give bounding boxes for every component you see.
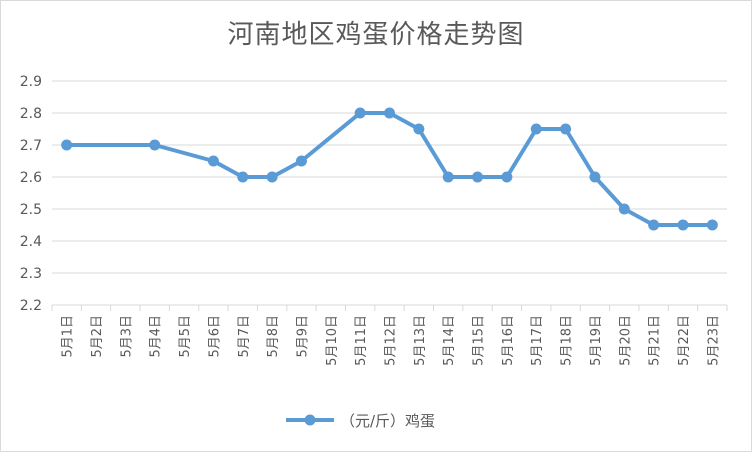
x-tick-label: 5月17日 [530,315,545,366]
data-point [413,123,425,135]
data-point [589,171,601,183]
x-tick-label: 5月20日 [618,315,633,366]
data-point [706,219,718,231]
x-axis: 5月1日 5月2日 5月3日 5月4日 5月5日 5月6日 5月7日 5月8日 5月9日 5月10… [51,305,728,366]
y-tick-label: 2.7 [20,138,42,154]
data-point [648,219,660,231]
y-tick-label: 2.6 [20,170,42,186]
x-tick-label: 5月2日 [90,315,105,358]
series-line [64,111,715,227]
data-point [501,171,513,183]
x-tick-label: 5月3日 [119,315,134,358]
x-tick-label: 5月12日 [384,315,399,366]
chart-title: 河南地区鸡蛋价格走势图 [227,20,525,50]
y-tick-label: 2.8 [20,106,42,122]
legend: （元/斤）鸡蛋 [286,412,435,430]
data-point [354,107,366,119]
x-tick-label: 5月16日 [501,315,516,366]
x-tick-label: 5月4日 [149,315,164,358]
x-tick-label: 5月18日 [560,315,575,366]
x-tick-label: 5月23日 [706,315,721,366]
data-point [677,219,689,231]
data-point [295,155,307,167]
x-tick-label: 5月6日 [207,315,222,358]
data-point [472,171,484,183]
data-point [207,155,219,167]
y-tick-label: 2.5 [20,202,42,218]
y-tick-label: 2.4 [20,234,42,250]
y-tick-label: 2.2 [20,298,42,314]
y-tick-label: 2.3 [20,266,42,282]
data-point [149,139,161,151]
y-tick-label: 2.9 [20,74,42,90]
x-tick-label: 5月13日 [413,315,428,366]
x-tick-label: 5月11日 [354,315,369,366]
x-tick-label: 5月7日 [237,315,252,358]
x-tick-label: 5月15日 [472,315,487,366]
x-tick-label: 5月14日 [442,315,457,366]
legend-marker-swatch [304,414,316,426]
x-tick-label: 5月10日 [325,315,340,366]
x-tick-label: 5月9日 [295,315,310,358]
data-point [530,123,542,135]
data-point [266,171,278,183]
data-point [618,203,630,215]
plot-area [61,107,718,231]
x-tick-label: 5月19日 [589,315,604,366]
x-tick-label: 5月1日 [61,315,76,358]
x-tick-label: 5月5日 [178,315,193,358]
x-tick-label: 5月8日 [266,315,281,358]
x-tick-label: 5月21日 [648,315,663,366]
data-point [237,171,249,183]
data-point [560,123,572,135]
data-point [442,171,454,183]
x-tick-label: 5月22日 [677,315,692,366]
legend-label: （元/斤）鸡蛋 [340,412,435,430]
data-point [384,107,395,119]
y-axis: 2.2 2.3 2.4 2.5 2.6 2.7 2.8 2.9 [20,74,42,314]
data-point [61,139,73,151]
